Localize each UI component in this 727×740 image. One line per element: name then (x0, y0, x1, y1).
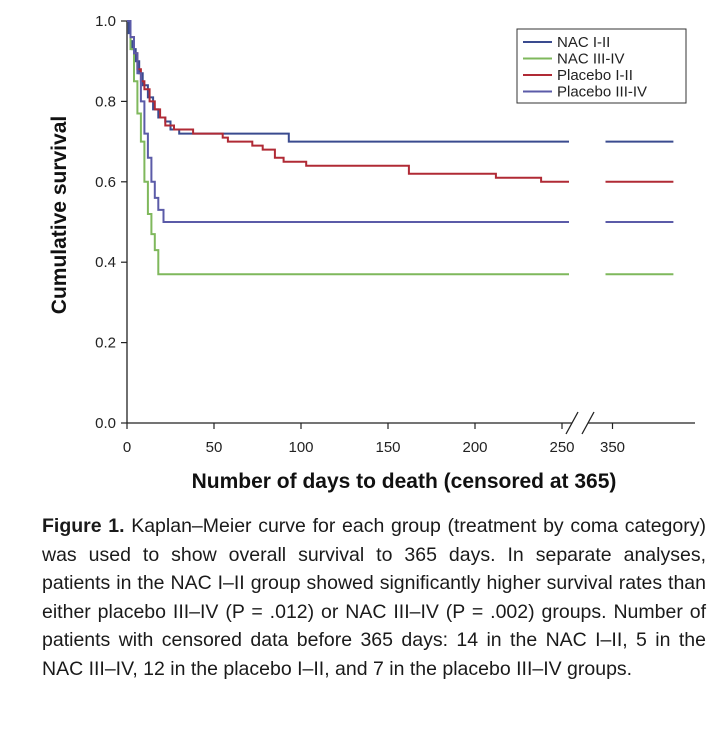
y-tick-label: 0.2 (95, 335, 116, 352)
y-tick-label: 0.6 (95, 174, 116, 191)
axes (121, 20, 695, 435)
series-line-placebo-iii-iv (127, 20, 569, 223)
x-tick-label: 100 (288, 439, 313, 456)
x-tick-label: 350 (600, 439, 625, 456)
legend-label-nac-i-ii: NAC I-II (557, 34, 610, 51)
x-tick-label: 50 (206, 439, 223, 456)
x-tick-label: 0 (123, 439, 131, 456)
caption-text: Kaplan–Meier curve for each group (treat… (42, 515, 706, 680)
series-line-nac-iii-iv (127, 20, 569, 276)
axis-break-mark (565, 411, 579, 435)
legend-label-placebo-i-ii: Placebo I-II (557, 67, 633, 84)
x-tick-label: 200 (462, 439, 487, 456)
axis-break-mark (581, 411, 595, 435)
y-tick-label: 0.0 (95, 415, 116, 432)
y-tick-label: 1.0 (95, 13, 116, 30)
y-tick-label: 0.8 (95, 93, 116, 110)
series-layer (127, 20, 674, 276)
x-tick-label: 150 (375, 439, 400, 456)
figure-label: Figure 1. (42, 515, 125, 537)
y-axis-title: Cumulative survival (48, 116, 71, 314)
kaplan-meier-chart: 0.0 0.2 0.4 0.6 0.8 1.0 0 50 100 150 200 250 350 NAC… (48, 13, 695, 493)
figure-caption: Figure 1. Kaplan–Meier curve for each gr… (42, 512, 706, 684)
series-line-placebo-i-ii (127, 20, 569, 183)
x-axis-title: Number of days to death (censored at 365… (192, 470, 617, 493)
legend-label-nac-iii-iv: NAC III-IV (557, 51, 625, 68)
y-tick-label: 0.4 (95, 254, 116, 271)
x-tick-label: 250 (549, 439, 574, 456)
tick-labels: 0.0 0.2 0.4 0.6 0.8 1.0 0 50 100 150 200 250 350 (95, 13, 625, 456)
legend-label-placebo-iii-iv: Placebo III-IV (557, 84, 647, 101)
series-line-nac-i-ii (127, 20, 569, 143)
